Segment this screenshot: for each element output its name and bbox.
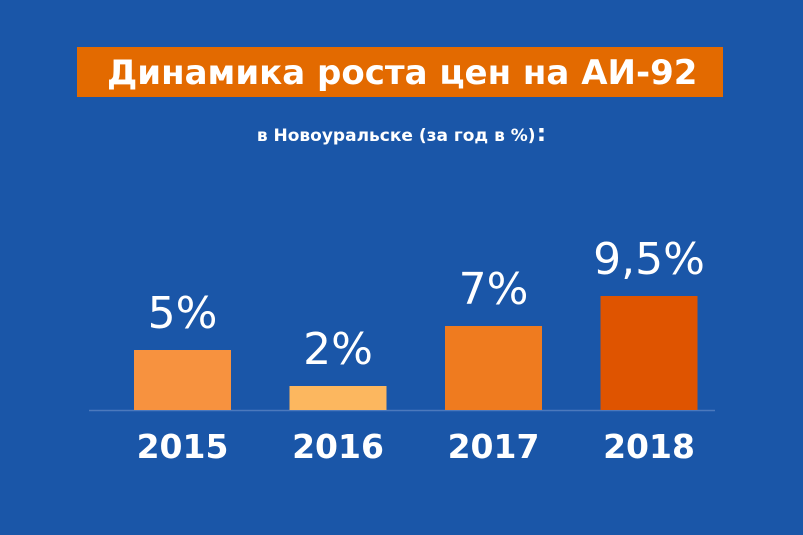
- chart-subtitle-colon: :: [536, 119, 547, 147]
- x-tick-label-2016: 2016: [292, 427, 384, 466]
- chart-subtitle: в Новоуральске (за год в %):: [0, 121, 803, 148]
- x-tick-label-2018: 2018: [603, 427, 695, 466]
- data-label-2015: 5%: [148, 288, 218, 339]
- bar-2018: [600, 296, 698, 410]
- bar-2017: [445, 326, 542, 410]
- x-tick-label-2017: 2017: [448, 427, 540, 466]
- data-label-2017: 7%: [459, 264, 529, 315]
- chart-subtitle-text: в Новоуральске (за год в %): [256, 126, 536, 146]
- bar-2015: [134, 350, 231, 410]
- chart-title: Динамика роста цен на АИ-92: [107, 53, 698, 93]
- x-tick-label-2015: 2015: [137, 427, 229, 466]
- title-banner: [77, 47, 723, 97]
- data-label-2018: 9,5%: [593, 234, 705, 285]
- data-label-2016: 2%: [303, 324, 373, 375]
- bar-2016: [289, 386, 387, 410]
